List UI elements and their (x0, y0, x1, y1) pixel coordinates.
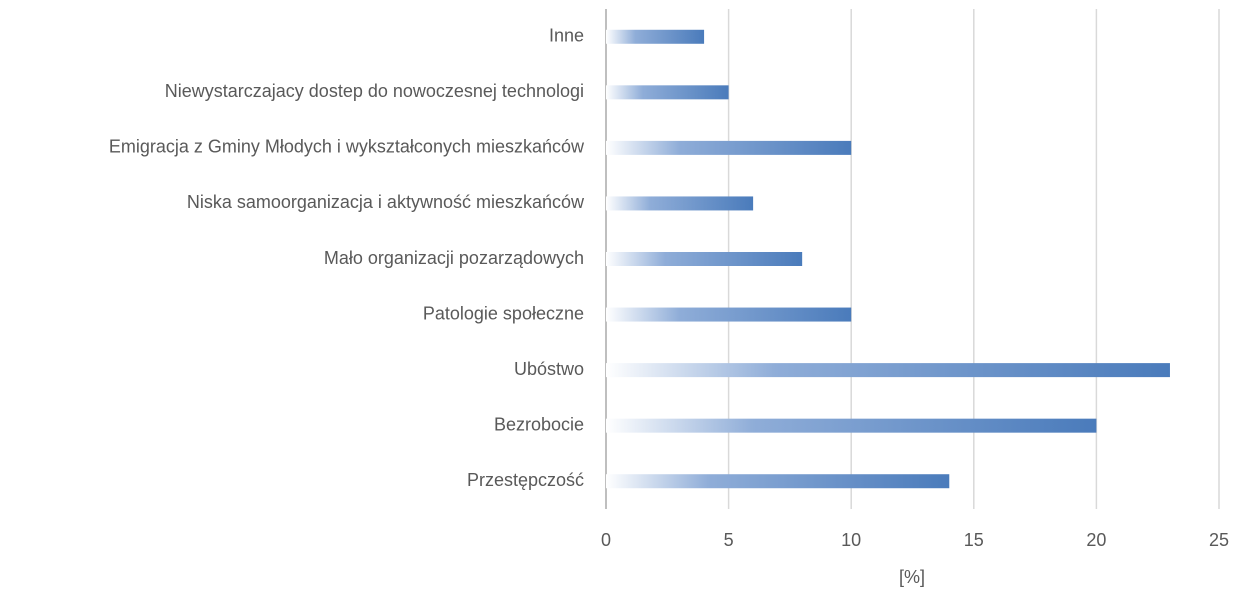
y-tick-label: Bezrobocie (494, 414, 584, 434)
y-tick-label: Inne (549, 26, 584, 46)
y-tick-label: Niewystarczajacy dostep do nowoczesnej t… (165, 81, 584, 101)
y-tick-label: Przestępczość (467, 470, 584, 490)
y-tick-label: Mało organizacji pozarządowych (324, 248, 584, 268)
y-tick-label: Emigracja z Gminy Młodych i wykształcony… (109, 137, 585, 157)
bar (606, 307, 852, 322)
bar (606, 252, 803, 266)
y-tick-label: Niska samoorganizacja i aktywność mieszk… (187, 192, 585, 212)
y-tick-label: Ubóstwo (514, 359, 584, 379)
x-tick-label: 0 (601, 530, 611, 550)
bar (606, 140, 852, 155)
x-tick-label: 10 (841, 530, 861, 550)
bar (606, 85, 729, 100)
bar (606, 29, 705, 44)
x-tick-label: 20 (1086, 530, 1106, 550)
x-tick-label: 25 (1209, 530, 1229, 550)
bar (606, 363, 1170, 378)
x-axis-label: [%] (899, 567, 925, 587)
bar (606, 196, 754, 211)
x-tick-label: 5 (724, 530, 734, 550)
x-tick-label: 15 (964, 530, 984, 550)
bar (606, 474, 950, 489)
y-tick-label: Patologie społeczne (423, 303, 584, 323)
bar (606, 418, 1097, 433)
